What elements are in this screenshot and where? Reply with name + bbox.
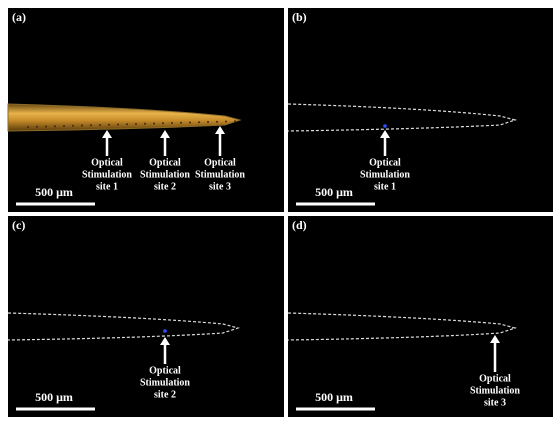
scale-bar-label: 500 μm [35,185,73,199]
annotation-text: Optical [91,157,123,168]
probe-site [153,123,155,125]
scale-bar-label: 500 μm [315,390,353,404]
panel-label: (d) [292,218,307,232]
probe-site [189,122,191,124]
panel-label: (a) [12,10,26,24]
probe-site [36,126,38,128]
probe-site [117,124,119,126]
annotation-text: Stimulation [360,169,410,180]
probe-site [72,125,74,127]
annotation-text: site 3 [209,181,231,192]
probe-site [108,124,110,126]
probe-site [207,121,209,123]
annotation-text: site 1 [96,181,118,192]
stimulation-spot [383,124,387,128]
annotation-text: Optical [479,373,511,384]
annotation-text: site 2 [154,389,176,400]
probe-site [171,122,173,124]
annotation-text: Optical [149,365,181,376]
panel-label: (c) [12,218,25,232]
annotation-text: Optical [149,157,181,168]
scale-bar-label: 500 μm [315,185,353,199]
scale-bar-label: 500 μm [35,390,73,404]
annotation-text: Stimulation [140,169,190,180]
probe-site [225,121,227,123]
probe-site [99,124,101,126]
annotation-text: Optical [369,157,401,168]
annotation-text: site 3 [484,397,506,408]
probe-site [27,126,29,128]
annotation-text: Stimulation [195,169,245,180]
probe-site [126,123,128,125]
annotation-text: site 1 [374,181,396,192]
probe-site [135,123,137,125]
probe-site [234,120,236,122]
probe-site [54,125,56,127]
probe-site [81,125,83,127]
annotation-text: Stimulation [82,169,132,180]
probe-site [90,124,92,126]
annotation-text: Stimulation [470,385,520,396]
probe-site [144,123,146,125]
annotation-text: Optical [204,157,236,168]
stimulation-spot [163,329,167,333]
figure: (a)500 μmOpticalStimulationsite 1Optical… [0,0,557,421]
probe-site [45,126,47,128]
probe-site [198,121,200,123]
probe-site [216,121,218,123]
probe-site [63,125,65,127]
probe-site [180,122,182,124]
annotation-text: site 2 [154,181,176,192]
probe-site [162,122,164,124]
annotation-text: Stimulation [140,377,190,388]
panel-label: (b) [292,10,307,24]
